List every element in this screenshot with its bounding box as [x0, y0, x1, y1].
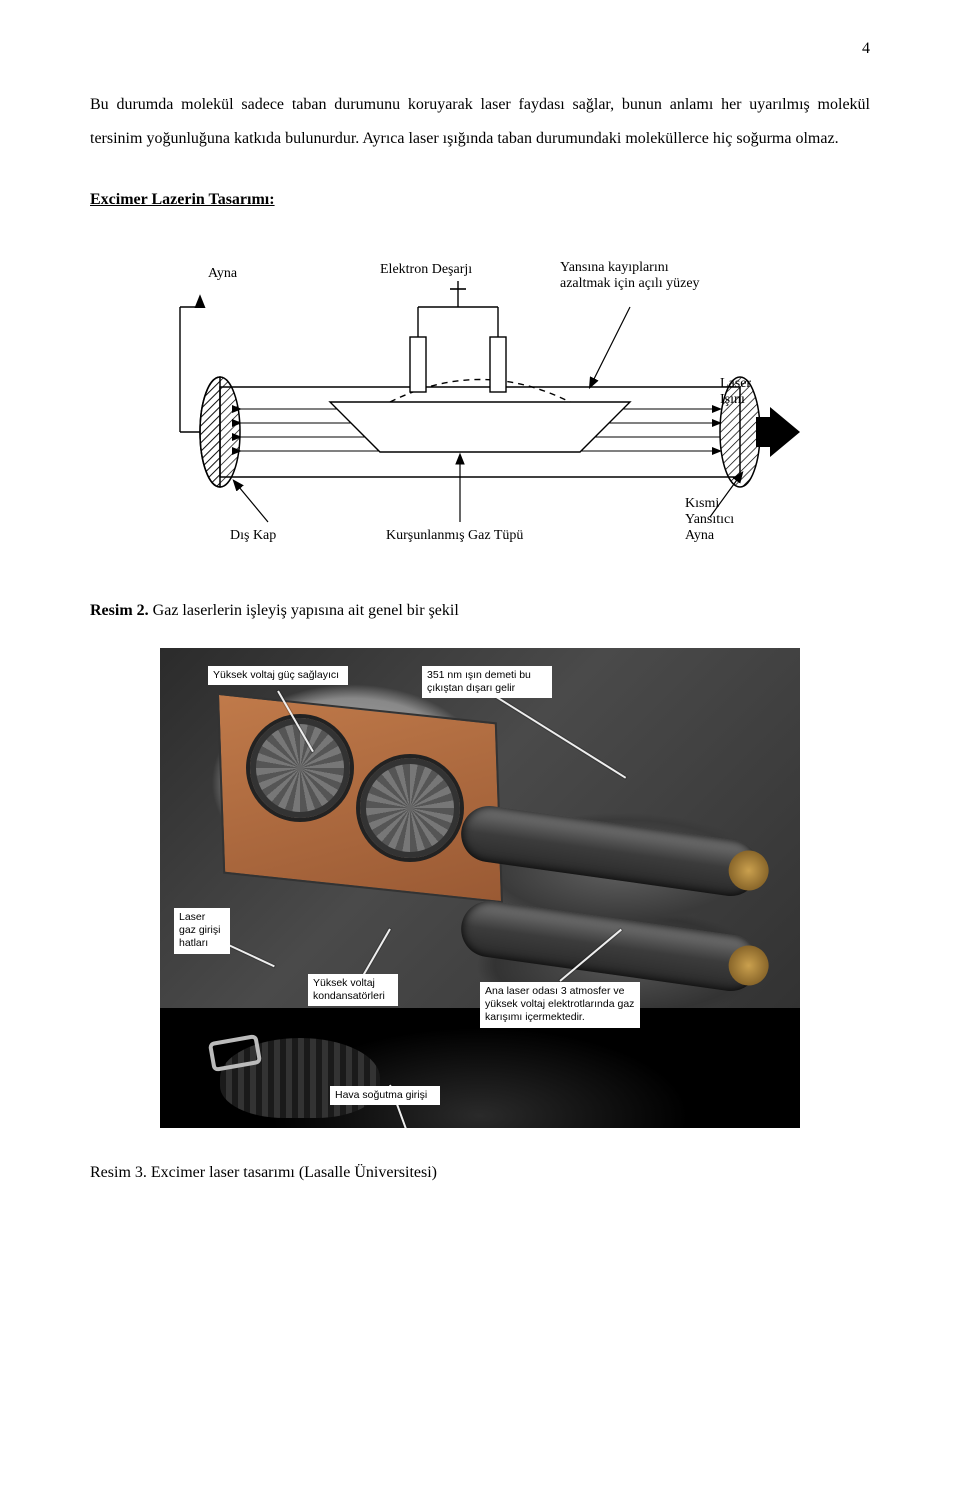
figure3-caption-bold: Resim 3.: [90, 1164, 147, 1181]
schematic-svg: Ayna Elektron Deşarjı Yansına kayıpların…: [160, 237, 800, 557]
figure2-caption-text: Gaz laserlerin işleyiş yapısına ait gene…: [149, 602, 459, 619]
label-partial-l2: Yansıtıcı: [685, 512, 734, 527]
photo-label-chamber: Ana laser odası 3 atmosfer ve yüksek vol…: [480, 982, 640, 1027]
figure2-caption: Resim 2. Gaz laserlerin işleyiş yapısına…: [90, 602, 870, 620]
figure2-caption-bold: Resim 2.: [90, 602, 149, 619]
label-partial-l1: Kısmi: [685, 496, 719, 511]
page-number: 4: [90, 40, 870, 58]
photo-fan-2: [360, 758, 460, 858]
photo-label-gas-inlet: Laser gaz girişi hatları: [174, 908, 230, 953]
label-beam-l2: Işını: [720, 392, 745, 407]
label-angled-l1: Yansına kayıplarını: [560, 260, 669, 275]
label-outer-cap: Dış Kap: [230, 528, 276, 543]
photo-label-hv-caps: Yüksek voltaj kondansatörleri: [308, 974, 398, 1006]
figure3-caption: Resim 3. Excimer laser tasarımı (Lasalle…: [90, 1164, 870, 1182]
label-mirror: Ayna: [208, 266, 238, 281]
label-discharge: Elektron Deşarjı: [380, 262, 472, 277]
laser-schematic-diagram: Ayna Elektron Deşarjı Yansına kayıpların…: [160, 237, 800, 562]
intro-paragraph: Bu durumda molekül sadece taban durumunu…: [90, 88, 870, 155]
laser-photo: Yüksek voltaj güç sağlayıcı 351 nm ışın …: [160, 648, 800, 1128]
photo-label-hv-supply: Yüksek voltaj güç sağlayıcı: [208, 666, 348, 685]
section-heading: Excimer Lazerin Tasarımı:: [90, 191, 870, 209]
photo-label-air-inlet: Hava soğutma girişi: [330, 1086, 440, 1105]
label-partial-l3: Ayna: [685, 528, 715, 543]
photo-fan-1: [250, 718, 350, 818]
label-angled-l2: azaltmak için açılı yüzey: [560, 276, 700, 291]
label-beam-l1: Laser: [720, 376, 751, 391]
photo-label-beam-exit: 351 nm ışın demeti bu çıkıştan dışarı ge…: [422, 666, 552, 698]
label-gas-tube: Kurşunlanmış Gaz Tüpü: [386, 528, 523, 543]
figure3-caption-text: Excimer laser tasarımı (Lasalle Üniversi…: [147, 1164, 437, 1181]
